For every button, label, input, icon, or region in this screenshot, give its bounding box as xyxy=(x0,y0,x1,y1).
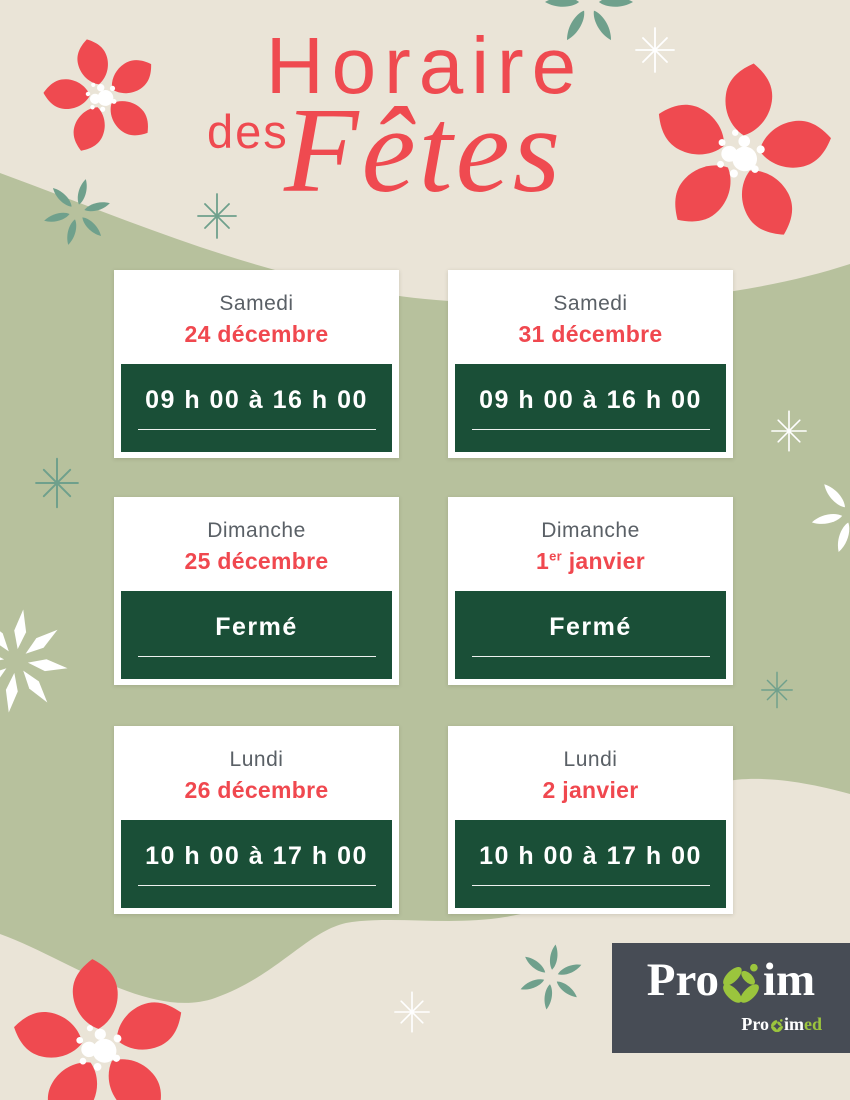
schedule-card: Dimanche 1er janvier Fermé xyxy=(448,497,733,685)
hours-underline xyxy=(137,429,376,430)
hours-text: Fermé xyxy=(549,613,632,641)
sub-suffix: ed xyxy=(804,1014,822,1034)
date-main: 31 décembre xyxy=(518,321,663,347)
hours-underline xyxy=(137,656,376,657)
proxim-x-leaf-icon xyxy=(723,963,759,1003)
day-label: Dimanche xyxy=(541,519,640,542)
day-label: Lundi xyxy=(229,748,284,771)
hours-text: 09 h 00 à 16 h 00 xyxy=(145,386,368,414)
card-date-header: Dimanche 1er janvier xyxy=(448,497,733,591)
date-label: 31 décembre xyxy=(519,321,663,348)
sparkle-icon xyxy=(394,991,430,1033)
proxim-wordmark: Pro im xyxy=(612,957,850,1004)
sparkle-icon xyxy=(197,193,237,239)
schedule-card: Samedi 31 décembre 09 h 00 à 16 h 00 xyxy=(448,270,733,458)
hours-text: Fermé xyxy=(215,613,298,641)
hours-underline xyxy=(137,885,376,886)
schedule-card: Samedi 24 décembre 09 h 00 à 16 h 00 xyxy=(114,270,399,458)
date-main: 25 décembre xyxy=(184,548,329,574)
date-main: 24 décembre xyxy=(184,321,329,347)
date-main: 26 décembre xyxy=(184,777,329,803)
date-tail: janvier xyxy=(562,548,645,574)
card-date-header: Lundi 26 décembre xyxy=(114,726,399,820)
card-date-header: Dimanche 25 décembre xyxy=(114,497,399,591)
sub-pre: Pro xyxy=(741,1014,769,1034)
hours-panel: 09 h 00 à 16 h 00 xyxy=(455,364,726,452)
hours-underline xyxy=(471,656,710,657)
hours-text: 09 h 00 à 16 h 00 xyxy=(479,386,702,414)
day-label: Dimanche xyxy=(207,519,306,542)
date-label: 1er janvier xyxy=(536,548,645,575)
wordmark-pre: Pro xyxy=(646,954,719,1006)
hours-panel: Fermé xyxy=(121,591,392,679)
schedule-card: Dimanche 25 décembre Fermé xyxy=(114,497,399,685)
date-label: 26 décembre xyxy=(185,777,329,804)
proxim-logo: Pro im Pro xyxy=(612,943,850,1053)
hours-panel: 10 h 00 à 17 h 00 xyxy=(121,820,392,908)
proximed-x-leaf-icon xyxy=(770,1018,783,1032)
card-date-header: Samedi 31 décembre xyxy=(448,270,733,364)
hours-panel: 10 h 00 à 17 h 00 xyxy=(455,820,726,908)
date-label: 2 janvier xyxy=(542,777,638,804)
hours-underline xyxy=(471,885,710,886)
wordmark-post: im xyxy=(763,954,816,1006)
hours-panel: 09 h 00 à 16 h 00 xyxy=(121,364,392,452)
date-label: 25 décembre xyxy=(185,548,329,575)
date-main: 1 xyxy=(536,548,550,574)
six-petal-flower-icon xyxy=(517,940,586,1013)
date-superscript: er xyxy=(549,548,563,564)
proximed-wordmark: Pro im ed xyxy=(741,1015,822,1033)
hours-panel: Fermé xyxy=(455,591,726,679)
card-date-header: Samedi 24 décembre xyxy=(114,270,399,364)
poster-title-script: Fêtes xyxy=(284,83,564,218)
hours-underline xyxy=(471,429,710,430)
poster-title-main: Horaire xyxy=(265,21,585,110)
date-main: 2 janvier xyxy=(542,777,639,803)
day-label: Samedi xyxy=(219,292,294,315)
sub-mid: im xyxy=(784,1014,804,1034)
date-label: 24 décembre xyxy=(185,321,329,348)
schedule-card: Lundi 2 janvier 10 h 00 à 17 h 00 xyxy=(448,726,733,914)
schedule-card: Lundi 26 décembre 10 h 00 à 17 h 00 xyxy=(114,726,399,914)
hours-text: 10 h 00 à 17 h 00 xyxy=(479,842,702,870)
day-label: Lundi xyxy=(563,748,618,771)
card-date-header: Lundi 2 janvier xyxy=(448,726,733,820)
hours-text: 10 h 00 à 17 h 00 xyxy=(145,842,368,870)
day-label: Samedi xyxy=(553,292,628,315)
poster-title-connector: des xyxy=(207,105,289,158)
